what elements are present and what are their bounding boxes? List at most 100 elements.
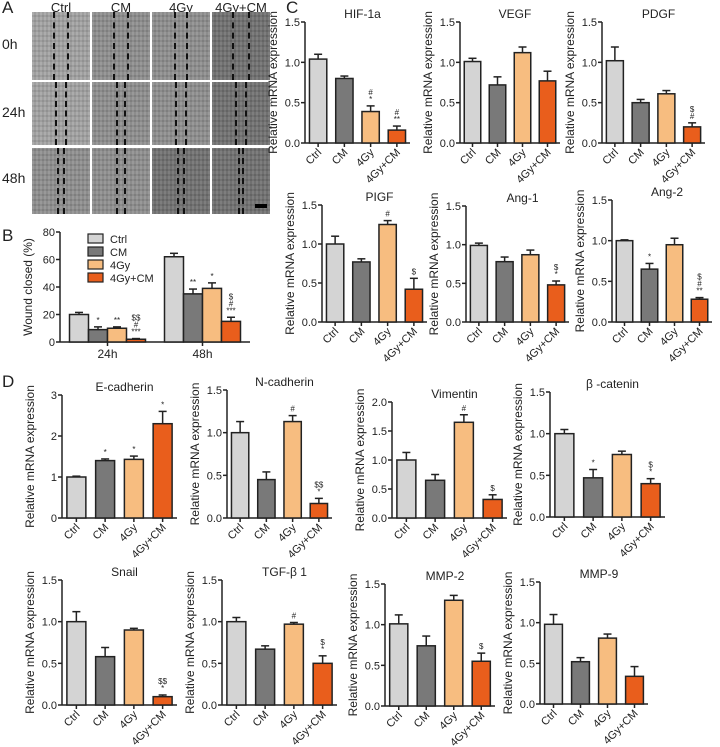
significance-label: ** bbox=[394, 115, 400, 124]
wound-edge-line bbox=[232, 12, 234, 80]
panel-label-a: A bbox=[2, 0, 14, 17]
significance-label: * bbox=[96, 316, 99, 325]
significance-label: * bbox=[555, 270, 558, 279]
bar bbox=[495, 260, 514, 323]
bar bbox=[123, 458, 145, 519]
wound-edge-line bbox=[124, 148, 126, 214]
y-tick-label: 0.5 bbox=[42, 658, 57, 670]
significance-label: * bbox=[321, 645, 324, 654]
y-tick-label: 0.0 bbox=[302, 317, 317, 329]
chart-pdgf: PDGF Relative mRNA expression 0.0 0.5 1.0 1.5… bbox=[563, 7, 705, 186]
bar bbox=[106, 327, 128, 343]
chart-title: VEGF bbox=[499, 7, 532, 21]
significance-label: * bbox=[161, 684, 164, 693]
y-tick-label: 2 bbox=[51, 431, 57, 443]
bar bbox=[201, 287, 223, 343]
x-tick-label: Ctrl bbox=[550, 521, 571, 542]
y-tick-label: 0.5 bbox=[302, 278, 317, 290]
x-tick-label: Ctrl bbox=[321, 326, 342, 347]
bar bbox=[334, 77, 354, 144]
bar bbox=[471, 660, 492, 707]
microscopy-image bbox=[92, 148, 150, 214]
chart-title: Vimentin bbox=[431, 387, 477, 401]
x-tick-label: Ctrl bbox=[226, 522, 247, 543]
x-tick-label: 48h bbox=[192, 347, 212, 361]
legend-label: 4Gy bbox=[110, 260, 131, 272]
y-tick-label: 0.5 bbox=[372, 484, 387, 496]
y-tick-label: 1.5 bbox=[372, 426, 387, 438]
y-tick-label: 0.0 bbox=[592, 317, 607, 329]
significance-label: $ bbox=[554, 263, 559, 272]
significance-label: $ bbox=[648, 461, 653, 470]
bar bbox=[283, 623, 305, 706]
y-tick-label: 1.5 bbox=[440, 17, 455, 29]
bar bbox=[220, 320, 242, 343]
bar bbox=[463, 60, 482, 144]
wound-edge-line bbox=[67, 12, 69, 80]
y-axis-label: Wound closed (%) bbox=[21, 238, 35, 336]
chart-title: HIF-1a bbox=[344, 7, 381, 21]
chart-title: TGF-β 1 bbox=[262, 565, 307, 579]
significance-label: * bbox=[210, 272, 213, 281]
chart-mmp2: MMP-2 Relative mRNA expression 0.0 0.5 1.0 1.… bbox=[346, 569, 495, 747]
y-tick-label: 1.5 bbox=[520, 577, 535, 589]
y-tick-label: 1.5 bbox=[365, 579, 380, 591]
wound-edge-line bbox=[238, 148, 240, 214]
x-tick-label: 24h bbox=[97, 347, 117, 361]
x-tick-label: Ctrl bbox=[600, 147, 621, 168]
wound-edge-line bbox=[53, 12, 55, 80]
x-tick-label: CM bbox=[635, 326, 656, 347]
bar bbox=[351, 261, 371, 323]
bar bbox=[254, 648, 276, 706]
bar bbox=[325, 243, 345, 323]
microscopy-image bbox=[212, 82, 270, 145]
column-label: 4Gy bbox=[169, 0, 193, 15]
microscopy-image bbox=[212, 148, 270, 214]
bar bbox=[570, 660, 591, 705]
y-tick-label: 60 bbox=[43, 255, 55, 267]
bar bbox=[538, 80, 557, 144]
y-tick-label: 1.5 bbox=[207, 385, 222, 397]
y-tick-label: 0.0 bbox=[520, 699, 535, 711]
scale-bar bbox=[255, 204, 267, 208]
y-tick-label: 0 bbox=[51, 513, 57, 525]
x-tick-label: Ctrl bbox=[62, 522, 83, 543]
significance-label: * bbox=[649, 468, 652, 477]
y-tick-label: 0.5 bbox=[582, 98, 597, 110]
bar bbox=[640, 268, 659, 323]
significance-label: ** bbox=[190, 278, 196, 287]
column-label: 4Gy+CM bbox=[215, 0, 267, 15]
y-tick-label: 0.5 bbox=[592, 276, 607, 288]
y-tick-label: 1.0 bbox=[285, 57, 300, 69]
y-axis-label: Relative mRNA expression bbox=[563, 11, 577, 154]
y-tick-label: 0.5 bbox=[207, 470, 222, 482]
bar bbox=[230, 431, 250, 519]
legend-swatch bbox=[87, 259, 104, 270]
row-label: 48h bbox=[2, 170, 26, 186]
panel-label-b: B bbox=[2, 226, 14, 245]
wound-edge-line bbox=[124, 82, 126, 145]
bar bbox=[690, 298, 709, 323]
y-tick-label: 1.0 bbox=[530, 429, 545, 441]
x-tick-label: 4Gy bbox=[276, 521, 299, 544]
x-tick-label: 4Gy bbox=[117, 521, 140, 544]
x-tick-label: 4Gy bbox=[371, 325, 394, 348]
bar bbox=[123, 629, 145, 706]
bar bbox=[582, 477, 604, 518]
y-tick-label: 2.0 bbox=[372, 397, 387, 409]
y-tick-label: 0.0 bbox=[365, 701, 380, 713]
significance-label: * bbox=[161, 400, 164, 409]
bar bbox=[611, 453, 633, 518]
x-tick-label: CM bbox=[330, 147, 351, 168]
wound-edge-line bbox=[248, 12, 250, 80]
column-label: CM bbox=[110, 0, 132, 15]
x-tick-label: 4Gy bbox=[117, 708, 140, 731]
chart-title: Ang-1 bbox=[506, 191, 538, 205]
row-label: 24h bbox=[2, 104, 26, 120]
microscopy-image bbox=[92, 12, 150, 80]
chart-title: Ang-2 bbox=[651, 185, 683, 199]
wound-edge-line bbox=[116, 148, 118, 214]
y-tick-label: 0 bbox=[49, 337, 55, 349]
bar bbox=[624, 675, 645, 705]
